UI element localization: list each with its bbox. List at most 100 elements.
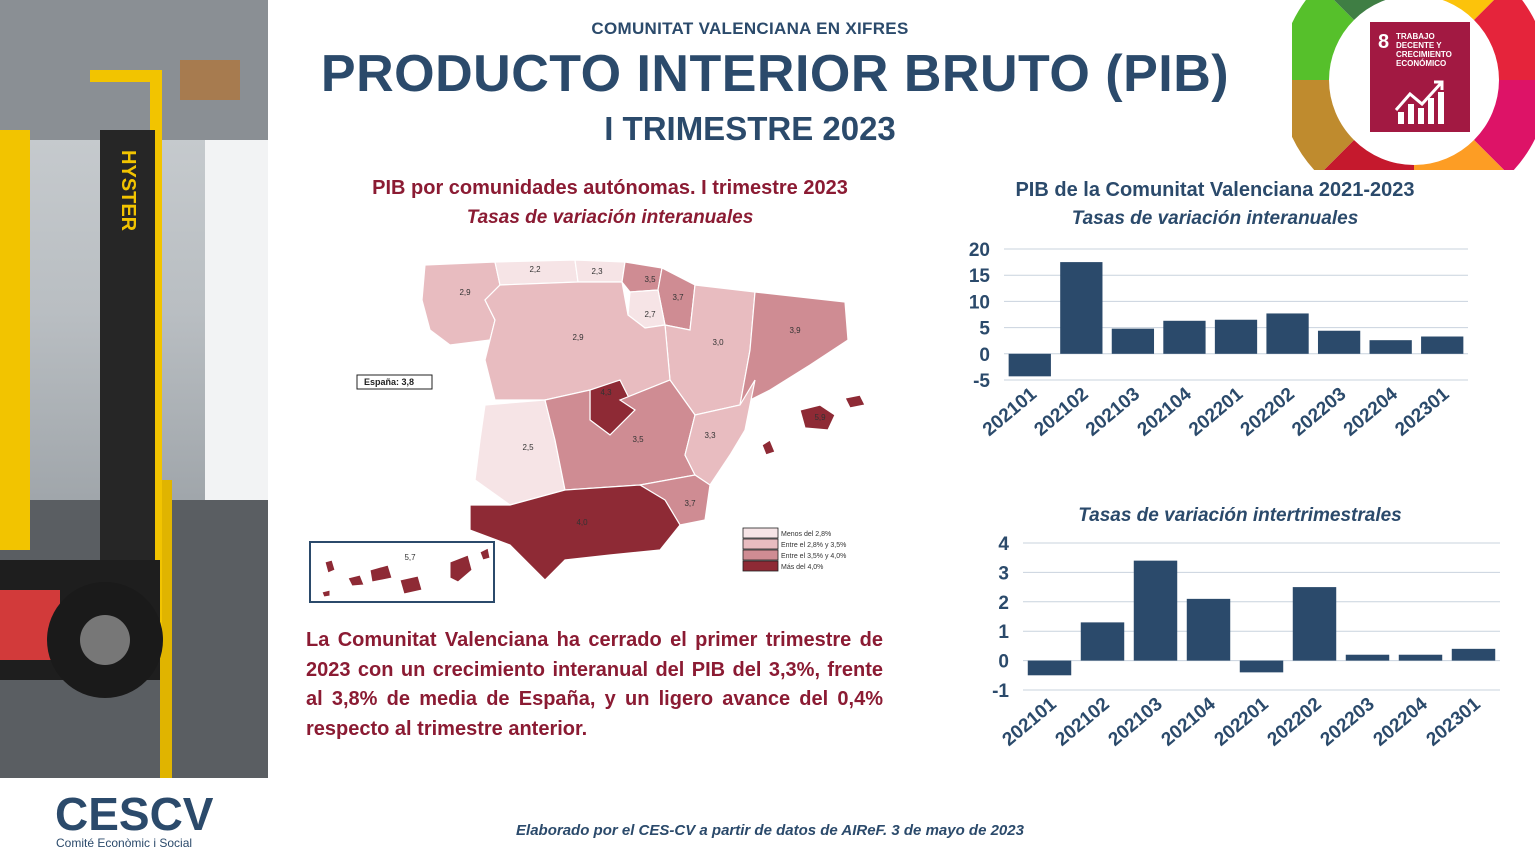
y-tick-label: 4 <box>998 534 1009 555</box>
sdg-wheel-logo: 8 TRABAJO DECENTE Y CRECIMIENTO ECONÓMIC… <box>1292 0 1535 170</box>
cescv-tagline: Comité Econòmic i Social <box>56 836 193 850</box>
bar <box>1186 598 1231 661</box>
page-subtitle: I TRIMESTRE 2023 <box>604 110 896 147</box>
region-value-baleares: 5,9 <box>814 413 826 422</box>
bar <box>1214 319 1258 354</box>
bar <box>1398 654 1443 661</box>
source-footer: Elaborado por el CES-CV a partir de dato… <box>516 822 1024 839</box>
bar <box>1133 560 1178 661</box>
x-tick-label: 202202 <box>1264 694 1326 751</box>
y-tick-label: -1 <box>992 681 1009 702</box>
x-tick-label: 202201 <box>1211 693 1273 750</box>
region-value-pais-vasco: 3,5 <box>644 275 656 284</box>
region-value-extremadura: 2,5 <box>522 443 534 452</box>
region-value-cantabria: 2,3 <box>591 267 603 276</box>
x-tick-label: 202203 <box>1288 384 1350 441</box>
region-value-castilla-leon: 2,9 <box>572 333 584 342</box>
region-comunitat-valenciana <box>684 379 756 486</box>
bar <box>1163 320 1206 354</box>
hyster-brand-text: HYSTER <box>117 150 139 232</box>
region-value-galicia: 2,9 <box>459 288 471 297</box>
bar <box>1008 353 1051 377</box>
cescv-logo-text: CESCV <box>55 788 214 840</box>
region-cataluna <box>739 291 849 407</box>
x-tick-label: 202103 <box>1082 384 1144 441</box>
interannual-bar-chart: -5 0 5 10 15 20 202101202102202103202104202201… <box>969 240 1468 441</box>
sdg-number: 8 <box>1378 31 1389 53</box>
legend-swatch <box>742 527 779 539</box>
bar <box>1369 340 1412 354</box>
map-subtitle: Tasas de variación interanuales <box>466 207 754 228</box>
y-tick-label: 10 <box>969 292 990 313</box>
legend-swatch <box>742 538 779 550</box>
x-tick-label: 202203 <box>1317 694 1379 751</box>
x-tick-label: 202101 <box>979 383 1041 440</box>
legend-label: Menos del 2,8% <box>781 531 831 538</box>
y-tick-label: 0 <box>979 345 990 366</box>
legend-label: Más del 4,0% <box>781 564 823 571</box>
region-pais-vasco <box>621 261 663 293</box>
x-tick-label: 202102 <box>1052 694 1114 751</box>
header-kicker: COMUNITAT VALENCIANA EN XIFRES <box>591 19 909 38</box>
legend-swatch <box>742 560 779 572</box>
page-title: PRODUCTO INTERIOR BRUTO (PIB) <box>320 45 1230 103</box>
region-value-cataluna: 3,9 <box>789 326 801 335</box>
bar <box>1451 648 1496 661</box>
y-tick-label: 20 <box>969 240 990 261</box>
y-tick-label: 1 <box>998 622 1009 643</box>
region-value-la-rioja: 2,7 <box>644 310 656 319</box>
y-tick-label: 2 <box>998 593 1009 614</box>
chart-title: PIB de la Comunitat Valenciana 2021-2023 <box>1015 179 1415 201</box>
chart2-subtitle: Tasas de variación intertrimestrales <box>1078 505 1402 526</box>
bar <box>1345 654 1390 661</box>
legend-label: Entre el 2,8% y 3,5% <box>781 542 846 549</box>
summary-paragraph: La Comunitat Valenciana ha cerrado el pr… <box>306 629 883 740</box>
chart1-subtitle: Tasas de variación interanuales <box>1071 208 1359 229</box>
x-tick-label: 202104 <box>1134 383 1196 440</box>
x-tick-label: 202102 <box>1030 384 1092 441</box>
region-value-comunitat-valenciana: 3,3 <box>704 431 716 440</box>
x-tick-label: 202301 <box>1391 383 1453 440</box>
x-tick-label: 202104 <box>1158 693 1220 750</box>
bar <box>1317 330 1361 354</box>
region-value-castilla-la-mancha: 3,5 <box>632 435 644 444</box>
bar <box>1111 328 1155 354</box>
spain-average-label: España: 3,8 <box>364 377 414 387</box>
bar <box>1266 313 1309 354</box>
region-value-navarra: 3,7 <box>672 293 684 302</box>
legend-swatch <box>742 549 779 561</box>
bar <box>1060 262 1103 354</box>
y-tick-label: -5 <box>973 371 990 392</box>
region-value-canarias: 5,7 <box>404 553 416 562</box>
cescv-logo: CESCV <box>55 788 214 840</box>
region-value-aragon: 3,0 <box>712 338 724 347</box>
growth-chart-icon <box>1394 80 1444 111</box>
bar <box>1421 336 1464 354</box>
region-canarias <box>321 547 491 598</box>
sdg-text: TRABAJO DECENTE Y CRECIMIENTO ECONÓMICO <box>1396 32 1452 68</box>
x-tick-label: 202201 <box>1185 383 1247 440</box>
x-tick-label: 202202 <box>1237 384 1299 441</box>
bar <box>1027 660 1072 676</box>
region-baleares <box>761 394 866 456</box>
bar <box>1080 622 1125 661</box>
region-value-murcia: 3,7 <box>684 499 696 508</box>
y-tick-label: 3 <box>998 563 1009 584</box>
quarterly-bar-chart: -101234202101202102202103202104202201202… <box>992 534 1500 751</box>
x-tick-label: 202101 <box>999 693 1061 750</box>
x-tick-label: 202103 <box>1105 694 1167 751</box>
legend-label: Entre el 3,5% y 4,0% <box>781 553 846 560</box>
y-tick-label: 0 <box>998 652 1009 673</box>
region-value-madrid: 4,3 <box>600 388 612 397</box>
y-tick-label: 5 <box>979 319 990 340</box>
region-value-asturias: 2,2 <box>529 265 541 274</box>
y-tick-label: 15 <box>969 266 991 287</box>
map-title: PIB por comunidades autónomas. I trimest… <box>372 177 848 199</box>
x-tick-label: 202301 <box>1423 693 1485 750</box>
x-tick-label: 202204 <box>1370 693 1432 750</box>
region-andalucia <box>469 484 681 581</box>
region-value-andalucia: 4,0 <box>576 518 588 527</box>
spain-choropleth-map: España: 3,8 2,9 2,2 2,3 3,5 3,7 2,7 3,0 3,9 2,9 4… <box>309 259 866 603</box>
x-tick-label: 202204 <box>1340 383 1402 440</box>
forklift-photo: HYSTER <box>0 0 268 778</box>
